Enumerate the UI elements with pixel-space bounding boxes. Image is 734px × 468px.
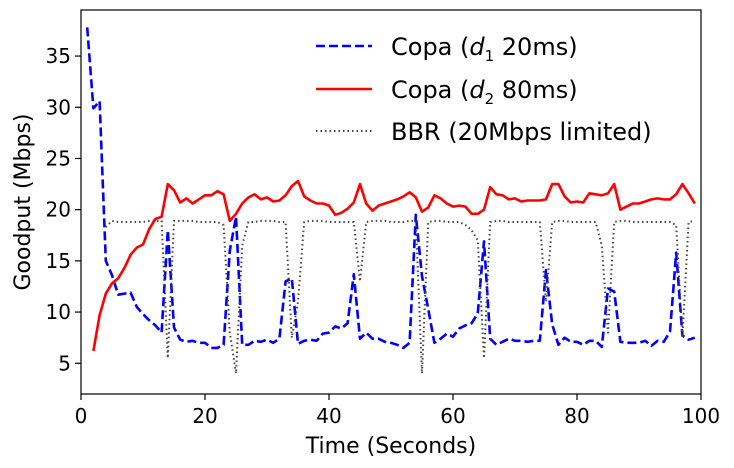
series-line-2 <box>92 179 696 352</box>
x-tick-label: 40 <box>316 404 341 428</box>
x-axis-title: Time (Seconds) <box>305 434 476 459</box>
legend: Copa (d1 20ms) Copa (d2 80ms) BBR (20Mbps … <box>316 33 652 146</box>
series-line-1 <box>85 27 696 350</box>
legend-label-1: Copa (d1 20ms) <box>391 33 578 65</box>
y-tick-label: 35 <box>46 44 71 68</box>
y-tick-label: 20 <box>46 198 71 222</box>
plot-frame <box>80 9 702 395</box>
legend-label-3: BBR (20Mbps limited) <box>391 118 652 146</box>
y-tick-label: 25 <box>46 146 71 170</box>
x-tick-label: 100 <box>682 404 720 428</box>
y-axis-title: Goodput (Mbps) <box>11 114 36 291</box>
y-tick-label: 15 <box>46 249 71 273</box>
ticks-layer: 0 20 40 60 80 100 5 10 15 20 25 30 35 <box>46 44 721 428</box>
x-tick-label: 60 <box>440 404 465 428</box>
series-line-3 <box>105 219 695 375</box>
series-layer <box>85 27 696 375</box>
y-tick-label: 5 <box>58 351 71 375</box>
x-tick-label: 0 <box>75 404 88 428</box>
x-tick-label: 80 <box>564 404 589 428</box>
x-tick-label: 20 <box>192 404 217 428</box>
y-tick-label: 10 <box>46 300 71 324</box>
legend-label-2: Copa (d2 80ms) <box>391 76 578 108</box>
y-tick-label: 30 <box>46 95 71 119</box>
